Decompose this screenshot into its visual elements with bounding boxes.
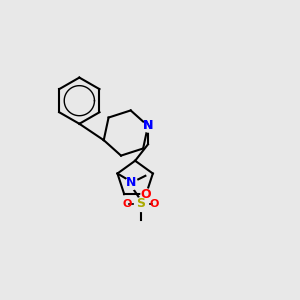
Text: O: O bbox=[150, 199, 159, 208]
Text: O: O bbox=[122, 199, 131, 208]
Text: N: N bbox=[143, 119, 153, 132]
Text: N: N bbox=[126, 176, 136, 189]
Text: O: O bbox=[141, 188, 152, 201]
Text: S: S bbox=[136, 197, 145, 210]
Text: N: N bbox=[143, 119, 153, 132]
